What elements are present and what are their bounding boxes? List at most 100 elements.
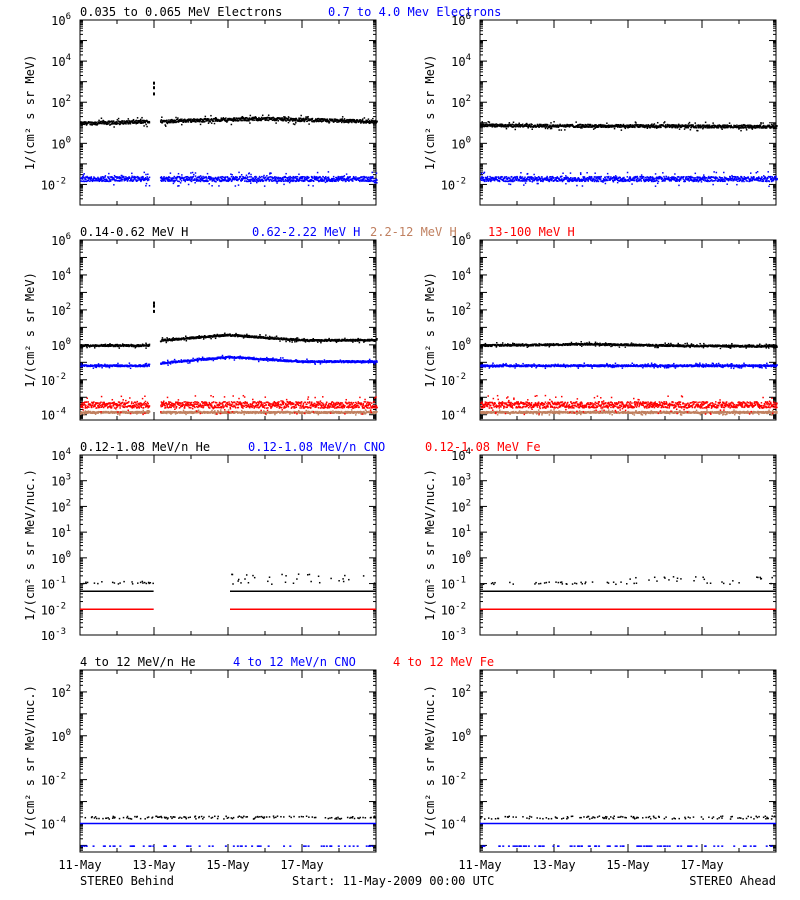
data-point	[190, 180, 193, 183]
data-point	[92, 178, 95, 180]
data-point	[90, 177, 93, 180]
data-point	[232, 120, 234, 122]
data-point	[772, 177, 774, 179]
data-point	[238, 119, 240, 122]
data-point	[271, 119, 274, 122]
data-point	[615, 178, 618, 181]
data-point	[291, 117, 293, 120]
data-point	[91, 180, 94, 183]
data-point	[235, 179, 238, 182]
data-point	[495, 178, 497, 180]
data-point	[165, 177, 167, 180]
data-point	[575, 180, 577, 182]
data-point	[256, 118, 259, 120]
data-point	[523, 177, 526, 180]
data-point	[526, 172, 529, 175]
data-point	[168, 338, 171, 340]
data-point	[104, 175, 107, 177]
data-point	[512, 176, 515, 179]
data-point	[188, 177, 191, 179]
data-point	[713, 127, 715, 129]
data-point	[200, 178, 202, 180]
data-point	[276, 182, 278, 184]
data-point	[300, 176, 303, 178]
data-point	[741, 177, 744, 179]
data-point	[566, 178, 568, 180]
data-point	[500, 123, 503, 125]
data-point	[723, 176, 726, 178]
data-point	[321, 180, 323, 182]
data-point	[186, 179, 189, 182]
data-point	[550, 126, 552, 129]
data-point	[776, 177, 778, 180]
data-point	[678, 176, 680, 178]
data-point	[286, 179, 289, 181]
data-point	[308, 176, 310, 179]
data-point	[480, 172, 483, 175]
data-point	[300, 180, 303, 182]
data-point	[234, 117, 236, 119]
data-point	[135, 119, 138, 122]
data-point	[612, 179, 614, 182]
data-point	[187, 176, 190, 179]
data-point	[575, 121, 577, 123]
data-point	[698, 179, 701, 182]
data-point	[614, 125, 617, 128]
y-tick-label: 106	[51, 12, 71, 28]
data-point	[174, 179, 177, 182]
data-point	[566, 125, 569, 128]
data-point	[363, 178, 365, 180]
data-point	[495, 177, 497, 179]
data-point	[207, 119, 209, 121]
data-point	[722, 124, 724, 127]
data-point	[234, 178, 236, 181]
data-point	[266, 175, 268, 177]
data-point	[160, 340, 163, 343]
data-point	[567, 180, 569, 183]
data-point	[769, 175, 772, 178]
data-point	[577, 177, 580, 180]
data-point	[287, 116, 290, 118]
data-point	[316, 179, 318, 181]
data-point	[527, 176, 530, 179]
data-point	[654, 185, 657, 187]
data-point	[100, 176, 102, 178]
data-point	[98, 345, 100, 348]
data-point	[703, 124, 705, 126]
data-point	[295, 118, 298, 120]
data-point	[545, 178, 547, 181]
data-point	[269, 178, 271, 181]
data-point	[208, 120, 210, 123]
data-point	[716, 177, 718, 179]
data-point	[512, 121, 515, 124]
data-point	[222, 117, 225, 119]
data-point	[593, 180, 596, 183]
data-point	[559, 175, 562, 178]
data-point	[767, 180, 769, 182]
data-point	[528, 123, 531, 126]
data-point	[519, 126, 522, 128]
data-point	[647, 178, 649, 181]
data-point	[606, 124, 609, 127]
data-point	[275, 180, 278, 183]
data-point	[140, 121, 143, 124]
data-point	[139, 179, 142, 182]
data-point	[634, 124, 637, 126]
data-point	[543, 179, 545, 181]
data-point	[631, 183, 633, 185]
data-point	[249, 178, 251, 181]
data-point	[106, 345, 108, 347]
data-point	[579, 126, 581, 128]
data-point	[248, 117, 251, 119]
data-point	[107, 343, 109, 346]
data-point	[375, 122, 377, 124]
data-point	[123, 344, 125, 346]
data-point	[567, 125, 570, 127]
data-point	[483, 179, 485, 182]
data-point	[176, 120, 179, 123]
data-point	[574, 177, 577, 180]
data-point	[193, 119, 196, 122]
data-point	[269, 173, 271, 175]
data-point	[517, 125, 520, 128]
data-point	[628, 178, 630, 180]
